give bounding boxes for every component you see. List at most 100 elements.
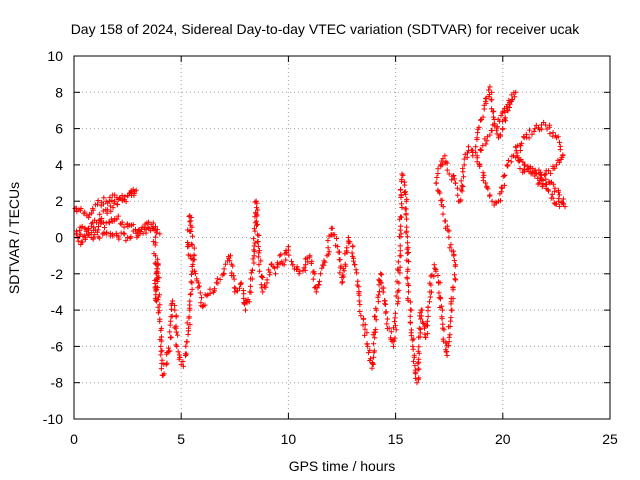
data-point: [252, 240, 258, 246]
data-point: [249, 267, 255, 273]
data-point: [403, 211, 409, 217]
data-point: [548, 195, 554, 201]
data-point: [543, 171, 549, 177]
data-point: [448, 242, 454, 248]
data-point: [108, 208, 114, 214]
data-point: [230, 273, 236, 279]
data-point: [168, 318, 174, 324]
data-point: [150, 220, 156, 226]
data-point: [383, 309, 389, 315]
data-point: [95, 223, 102, 230]
data-point: [410, 358, 417, 364]
data-point: [427, 294, 433, 300]
data-point: [109, 197, 115, 203]
data-point: [493, 127, 499, 133]
data-point: [370, 332, 376, 338]
data-point: [104, 229, 110, 235]
data-point: [405, 282, 412, 289]
data-point: [152, 228, 158, 234]
data-point: [167, 348, 173, 354]
data-point: [414, 380, 420, 386]
data-point: [460, 169, 466, 175]
data-point: [464, 154, 470, 160]
data-point: [517, 147, 523, 154]
data-point: [95, 197, 101, 204]
data-point: [451, 172, 457, 179]
data-point: [550, 163, 556, 169]
data-point: [100, 208, 106, 214]
y-tick-label: -6: [51, 338, 64, 354]
data-point: [508, 159, 514, 165]
data-point: [353, 267, 359, 273]
data-point: [370, 361, 376, 367]
data-point: [473, 144, 479, 150]
data-point: [340, 279, 346, 285]
data-point: [75, 238, 81, 244]
data-point: [189, 280, 195, 286]
data-point: [236, 285, 243, 291]
data-point: [264, 277, 270, 283]
data-point: [403, 191, 409, 197]
data-point: [122, 194, 128, 200]
data-point: [449, 248, 455, 254]
data-point: [100, 219, 106, 225]
data-point: [358, 313, 364, 319]
data-point: [490, 122, 496, 128]
data-point: [167, 329, 173, 335]
data-point: [336, 249, 343, 255]
data-point: [399, 171, 405, 177]
data-point: [495, 116, 501, 122]
data-point: [506, 104, 512, 111]
data-point: [483, 141, 489, 147]
data-point: [528, 165, 534, 172]
data-point: [85, 227, 91, 233]
data-point: [410, 346, 416, 352]
data-point: [196, 283, 202, 289]
data-point: [505, 108, 511, 114]
data-point: [440, 211, 446, 217]
data-point: [272, 265, 278, 271]
data-point: [253, 222, 260, 228]
data-point: [444, 223, 450, 229]
data-point: [446, 334, 452, 340]
data-point: [356, 292, 362, 298]
data-point: [253, 205, 260, 211]
data-point: [128, 234, 134, 240]
data-point: [477, 146, 483, 153]
data-point: [155, 310, 161, 316]
data-point: [227, 253, 234, 259]
data-point: [188, 279, 194, 285]
data-point: [362, 322, 368, 328]
y-tick-label: 0: [55, 230, 63, 246]
data-point: [494, 131, 500, 137]
data-point: [167, 322, 173, 328]
data-point: [559, 199, 565, 205]
data-point: [158, 352, 164, 358]
data-point: [446, 171, 452, 177]
data-point: [283, 257, 289, 263]
data-point: [168, 334, 174, 340]
data-point: [307, 254, 313, 260]
data-point: [425, 304, 431, 310]
data-point: [111, 218, 117, 224]
data-point: [251, 253, 257, 259]
data-point: [155, 304, 161, 310]
data-point: [250, 256, 256, 262]
data-point: [461, 162, 467, 168]
data-point: [397, 243, 403, 249]
data-point: [425, 331, 431, 337]
data-point: [149, 225, 156, 231]
data-point: [116, 195, 123, 201]
data-points: [72, 84, 568, 386]
data-point: [164, 360, 170, 366]
data-point: [195, 280, 201, 286]
data-point: [392, 335, 398, 341]
data-point: [125, 192, 131, 199]
data-point: [474, 135, 480, 141]
data-point: [83, 235, 89, 241]
data-point: [86, 214, 92, 220]
data-point: [294, 264, 300, 270]
data-point: [131, 192, 137, 198]
data-point: [305, 259, 311, 265]
data-point: [121, 224, 127, 230]
